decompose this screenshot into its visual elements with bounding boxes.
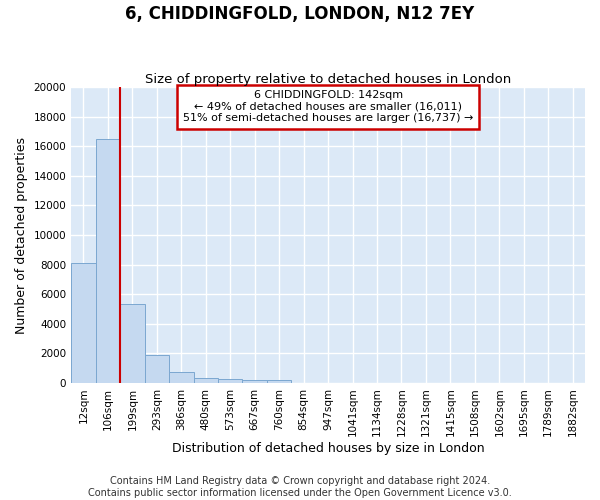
Title: Size of property relative to detached houses in London: Size of property relative to detached ho… [145, 73, 511, 86]
Bar [95, 139, 120, 383]
Bar [194, 378, 218, 383]
Text: Contains HM Land Registry data © Crown copyright and database right 2024.
Contai: Contains HM Land Registry data © Crown c… [88, 476, 512, 498]
X-axis label: Distribution of detached houses by size in London: Distribution of detached houses by size … [172, 442, 484, 455]
Bar [169, 372, 194, 383]
Bar [71, 263, 95, 383]
Bar [218, 380, 242, 383]
Text: 6 CHIDDINGFOLD: 142sqm
← 49% of detached houses are smaller (16,011)
51% of semi: 6 CHIDDINGFOLD: 142sqm ← 49% of detached… [183, 90, 473, 124]
Y-axis label: Number of detached properties: Number of detached properties [15, 136, 28, 334]
Text: 6, CHIDDINGFOLD, LONDON, N12 7EY: 6, CHIDDINGFOLD, LONDON, N12 7EY [125, 5, 475, 23]
Bar [267, 380, 292, 383]
Bar [120, 304, 145, 383]
Bar [242, 380, 267, 383]
Bar [145, 356, 169, 383]
